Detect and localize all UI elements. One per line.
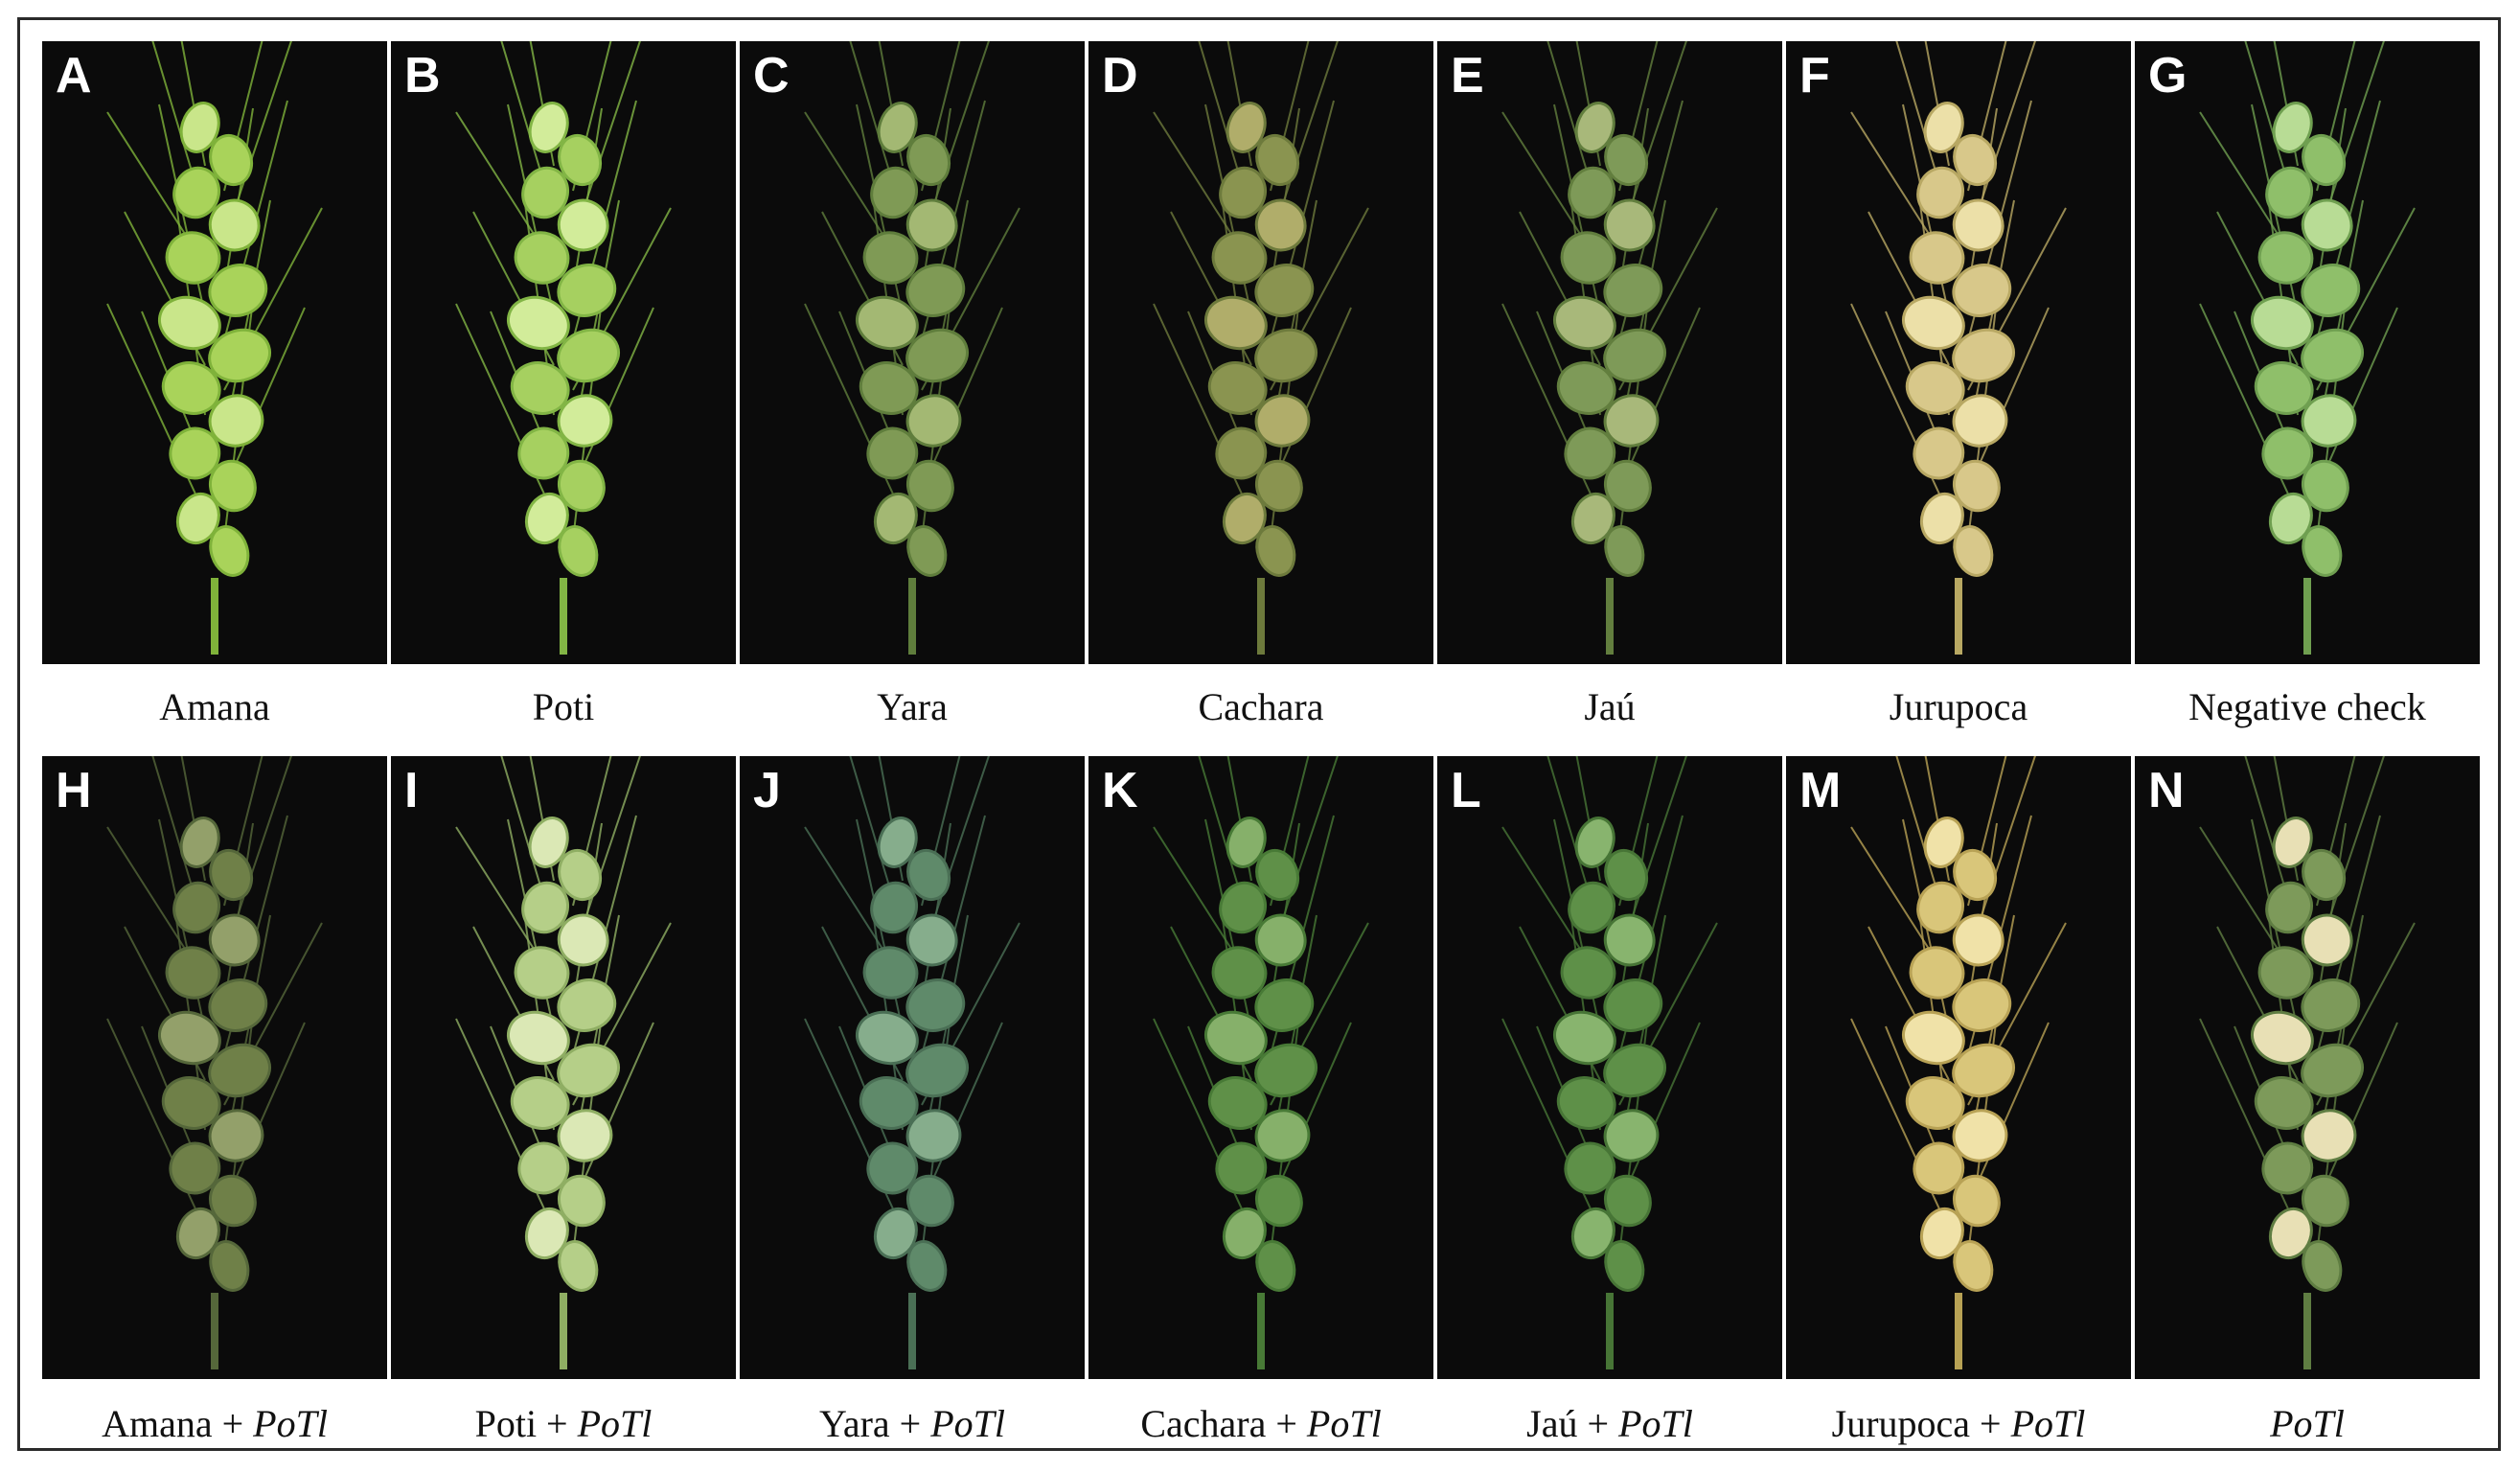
- row-inoculated: H Amana + PoTl I Poti + PoTl J Yara + Po…: [42, 756, 2484, 1445]
- wheat-spike-photo: [2199, 41, 2416, 655]
- panel-letter: G: [2148, 48, 2188, 104]
- panel-n: N: [2135, 756, 2480, 1379]
- panel-j: J: [740, 756, 1085, 1379]
- panel-i: I: [391, 756, 736, 1379]
- panel-caption: PoTl: [2270, 1402, 2345, 1445]
- panel-a: A: [42, 41, 387, 664]
- wheat-spike-photo: [2199, 756, 2416, 1369]
- panel-caption: Jurupoca: [1889, 685, 2028, 728]
- wheat-spike-photo: [1501, 756, 1718, 1369]
- panel-caption: Negative check: [2188, 685, 2426, 728]
- panel-letter: C: [753, 48, 790, 104]
- wheat-spike-photo: [1850, 756, 2067, 1369]
- panel-f: F: [1786, 41, 2131, 664]
- panel-letter: I: [404, 763, 419, 818]
- panel-caption: Yara: [877, 685, 948, 728]
- wheat-spike-photo: [804, 756, 1020, 1369]
- panel-g: G: [2135, 41, 2480, 664]
- panel-e: E: [1437, 41, 1782, 664]
- panel-caption: Amana: [159, 685, 270, 728]
- panel-d: D: [1088, 41, 1433, 664]
- wheat-spike-photo: [1153, 756, 1369, 1369]
- panel-letter: M: [1799, 763, 1842, 818]
- panel-letter: B: [404, 48, 441, 104]
- panel-l: L: [1437, 756, 1782, 1379]
- panel-h: H: [42, 756, 387, 1379]
- panel-letter: A: [56, 48, 92, 104]
- panel-letter: J: [753, 763, 781, 818]
- panel-letter: H: [56, 763, 92, 818]
- wheat-spike-photo: [1850, 41, 2067, 655]
- wheat-spike-photo: [455, 756, 672, 1369]
- panel-letter: L: [1451, 763, 1481, 818]
- figure-frame: A Amana B Poti C Yara D Cachara E Jaú F …: [17, 17, 2501, 1451]
- panel-k: K: [1088, 756, 1433, 1379]
- panel-caption: Poti: [532, 685, 595, 728]
- wheat-spike-photo: [106, 756, 323, 1369]
- wheat-spike-photo: [804, 41, 1020, 655]
- panel-letter: E: [1451, 48, 1484, 104]
- panel-letter: K: [1102, 763, 1138, 818]
- panel-caption: Poti + PoTl: [474, 1402, 653, 1445]
- panel-caption: Amana + PoTl: [102, 1402, 328, 1445]
- panel-letter: D: [1102, 48, 1138, 104]
- panel-caption: Cachara + PoTl: [1140, 1402, 1382, 1445]
- panel-c: C: [740, 41, 1085, 664]
- row-cultivars: A Amana B Poti C Yara D Cachara E Jaú F …: [42, 41, 2484, 728]
- wheat-spike-photo: [455, 41, 672, 655]
- panel-letter: N: [2148, 763, 2185, 818]
- panel-caption: Jurupoca + PoTl: [1831, 1402, 2086, 1445]
- panel-m: M: [1786, 756, 2131, 1379]
- wheat-spike-photo: [106, 41, 323, 655]
- panel-b: B: [391, 41, 736, 664]
- wheat-spike-photo: [1153, 41, 1369, 655]
- panel-caption: Jaú: [1584, 685, 1636, 728]
- wheat-spike-photo: [1501, 41, 1718, 655]
- panel-letter: F: [1799, 48, 1830, 104]
- panel-caption: Cachara: [1198, 685, 1324, 728]
- panel-caption: Jaú + PoTl: [1526, 1402, 1693, 1445]
- panel-caption: Yara + PoTl: [818, 1402, 1006, 1445]
